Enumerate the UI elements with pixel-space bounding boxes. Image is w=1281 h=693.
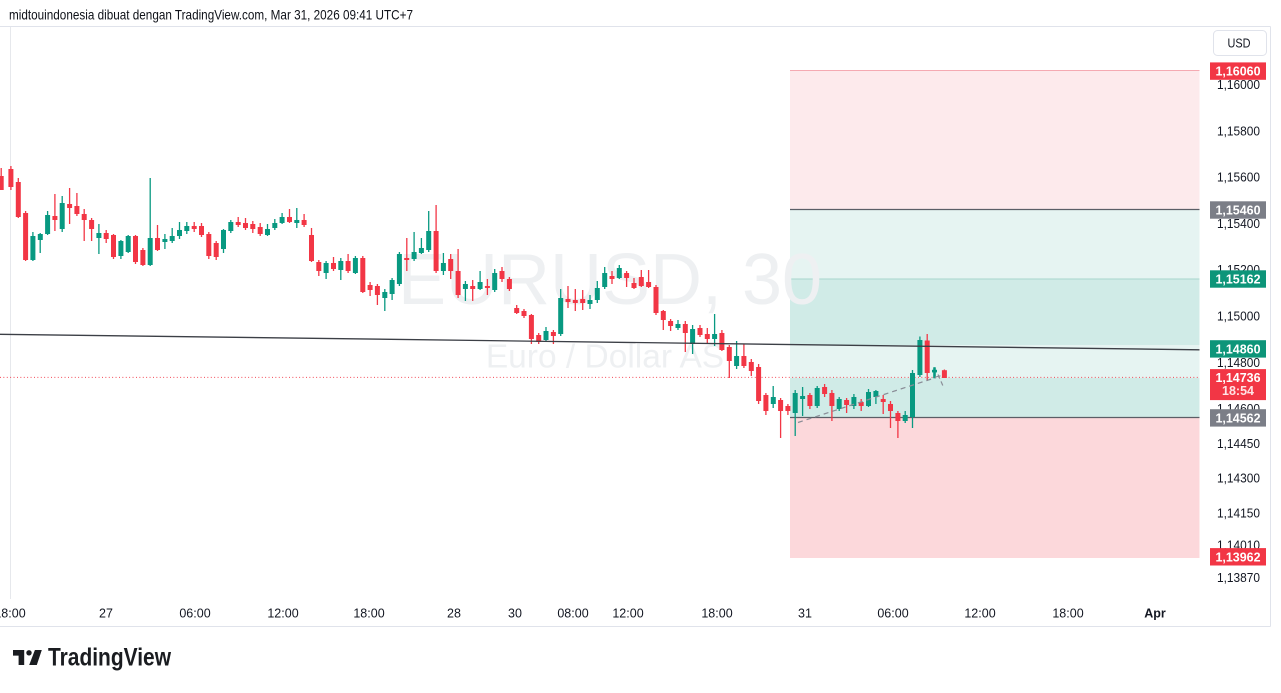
- svg-text:08:00: 08:00: [557, 607, 588, 621]
- svg-text:TradingView: TradingView: [48, 644, 171, 672]
- svg-text:30: 30: [508, 607, 522, 621]
- svg-text:1,14736: 1,14736: [1216, 371, 1261, 385]
- svg-text:1,13962: 1,13962: [1216, 550, 1261, 564]
- svg-text:midtouindonesia dibuat dengan: midtouindonesia dibuat dengan TradingVie…: [9, 7, 413, 23]
- svg-text:27: 27: [99, 607, 113, 621]
- svg-text:1,14450: 1,14450: [1217, 437, 1260, 451]
- svg-text:18:00: 18:00: [353, 607, 384, 621]
- svg-text:12:00: 12:00: [964, 607, 995, 621]
- svg-text:1,15600: 1,15600: [1217, 171, 1260, 185]
- svg-text:31: 31: [798, 607, 812, 621]
- svg-text:1,15000: 1,15000: [1217, 310, 1260, 324]
- svg-text:18:00: 18:00: [0, 607, 26, 621]
- svg-text:18:54: 18:54: [1222, 384, 1254, 398]
- svg-text:1,15400: 1,15400: [1217, 217, 1260, 231]
- svg-text:18:00: 18:00: [701, 607, 732, 621]
- svg-text:06:00: 06:00: [179, 607, 210, 621]
- svg-text:12:00: 12:00: [267, 607, 298, 621]
- svg-text:1,15460: 1,15460: [1216, 204, 1261, 218]
- svg-text:1,14860: 1,14860: [1216, 342, 1261, 356]
- svg-text:06:00: 06:00: [877, 607, 908, 621]
- svg-text:1,14150: 1,14150: [1217, 506, 1260, 520]
- svg-text:EURUSD, 30: EURUSD, 30: [398, 240, 822, 320]
- svg-text:1,15800: 1,15800: [1217, 124, 1260, 138]
- svg-text:1,14562: 1,14562: [1216, 411, 1261, 425]
- svg-text:18:00: 18:00: [1052, 607, 1083, 621]
- svg-text:1,16060: 1,16060: [1216, 65, 1261, 79]
- svg-text:12:00: 12:00: [612, 607, 643, 621]
- svg-text:USD: USD: [1228, 37, 1251, 51]
- svg-text:28: 28: [447, 607, 461, 621]
- svg-text:1,13870: 1,13870: [1217, 571, 1260, 585]
- svg-text:1,14300: 1,14300: [1217, 472, 1260, 486]
- svg-text:1,14800: 1,14800: [1217, 356, 1260, 370]
- svg-text:1,16000: 1,16000: [1217, 78, 1260, 92]
- svg-text:Apr: Apr: [1144, 607, 1166, 621]
- svg-text:Euro / Dollar AS: Euro / Dollar AS: [486, 339, 724, 376]
- svg-text:1,15162: 1,15162: [1216, 273, 1261, 287]
